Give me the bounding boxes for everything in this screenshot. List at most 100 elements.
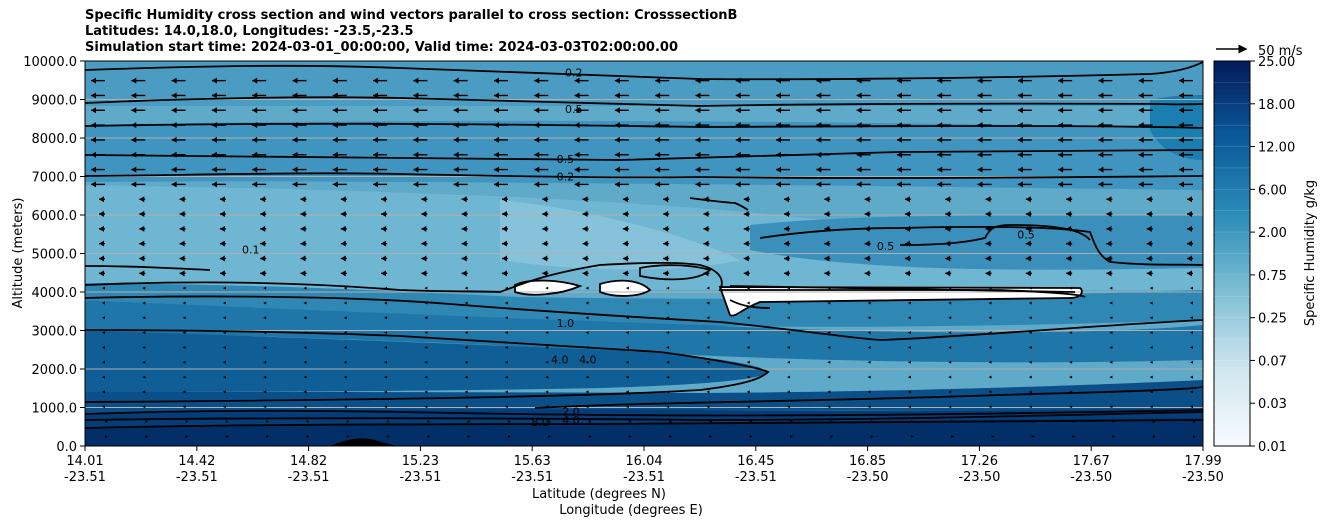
wind-vector-dot — [1028, 301, 1032, 305]
wind-vector-head — [1066, 211, 1072, 218]
wind-vector-dot — [504, 390, 508, 394]
wind-vector-head — [211, 122, 217, 129]
wind-vector-head — [1017, 122, 1023, 129]
wind-vector-head — [332, 107, 338, 114]
wind-vector-head — [864, 255, 870, 262]
wind-vector-dot — [266, 434, 270, 438]
y-tick-label: 4000.0 — [32, 286, 78, 301]
wind-vector-dot — [504, 316, 508, 320]
wind-vector-head — [300, 240, 306, 247]
wind-vector-head — [461, 196, 467, 203]
wind-vector-head — [1187, 255, 1192, 262]
wind-vector-dot — [222, 331, 226, 335]
wind-vector-dot — [787, 390, 791, 394]
wind-vector-head — [1098, 166, 1104, 173]
wind-vector-dot — [867, 360, 871, 364]
wind-vector-dot — [585, 375, 589, 379]
wind-vector-dot — [628, 434, 632, 438]
wind-vector-head — [99, 240, 104, 247]
wind-vector-head — [292, 166, 298, 173]
wind-vector-dot — [303, 390, 307, 394]
wind-vector-head — [695, 77, 701, 84]
wind-vector-head — [211, 92, 217, 99]
wind-vector-head — [340, 255, 346, 262]
wind-vector-head — [937, 92, 943, 99]
wind-vector-head — [91, 122, 96, 129]
wind-vector-dot — [222, 301, 226, 305]
wind-vector-head — [663, 240, 669, 247]
wind-vector-head — [1187, 225, 1192, 232]
wind-vector-dot — [142, 301, 146, 305]
wind-vector-dot — [142, 286, 146, 290]
wind-vector-dot — [102, 360, 105, 364]
wind-vector-dot — [1149, 345, 1153, 349]
wind-vector-head — [663, 270, 669, 277]
wind-vector-head — [824, 240, 830, 247]
wind-vector-head — [1179, 122, 1184, 129]
wind-vector-dot — [343, 375, 347, 379]
wind-vector-dot — [424, 301, 428, 305]
wind-vector-head — [695, 107, 701, 114]
wind-vector-head — [413, 77, 419, 84]
wind-vector-head — [1098, 77, 1104, 84]
wind-vector-dot — [991, 420, 995, 424]
wind-vector-head — [703, 240, 709, 247]
wind-vector-dot — [102, 375, 105, 379]
wind-vector-dot — [504, 345, 508, 349]
wind-vector-dot — [666, 360, 670, 364]
y-tick-label: 0.0 — [56, 440, 77, 455]
wind-vector-dot — [343, 301, 347, 305]
wind-vector-head — [373, 122, 379, 129]
wind-vector-dot — [907, 360, 911, 364]
wind-vector-head — [977, 181, 983, 188]
wind-vector-dot — [545, 375, 549, 379]
wind-vector-dot — [1109, 360, 1113, 364]
wind-vector-head — [985, 211, 991, 218]
wind-vector-dot — [1109, 301, 1113, 305]
wind-vector-head — [461, 255, 467, 262]
wind-vector-head — [260, 255, 266, 262]
wind-vector-head — [252, 77, 258, 84]
wind-vector-dot — [910, 434, 914, 438]
wind-vector-head — [1138, 122, 1144, 129]
wind-vector-head — [904, 211, 910, 218]
wind-vector-dot — [384, 286, 388, 290]
wind-vector-head — [131, 92, 137, 99]
wind-vector-dot — [105, 420, 108, 424]
x-tick-latitude: 16.85 — [849, 454, 886, 469]
wind-vector-head — [292, 77, 298, 84]
wind-vector-dot — [1149, 360, 1153, 364]
contour-label: 0.1 — [242, 244, 260, 257]
wind-vector-head — [373, 181, 379, 188]
wind-vector-dot — [625, 390, 629, 394]
wind-vector-head — [381, 225, 387, 232]
wind-vector-dot — [988, 375, 992, 379]
wind-vector-head — [252, 92, 258, 99]
wind-vector-head — [332, 136, 338, 143]
wind-vector-dot — [225, 434, 229, 438]
wind-vector-dot — [907, 301, 911, 305]
wind-vector-head — [655, 166, 661, 173]
wind-vector-head — [453, 122, 459, 129]
wind-vector-dot — [706, 390, 710, 394]
contour-lines — [85, 61, 1203, 429]
wind-vector-head — [896, 107, 902, 114]
y-tick-label: 5000.0 — [32, 248, 78, 263]
wind-vector-dot — [1109, 375, 1113, 379]
wind-vector-dot — [384, 360, 388, 364]
wind-vector-head — [663, 196, 669, 203]
wind-vector-head — [574, 122, 580, 129]
contour-label: 0.5 — [565, 103, 583, 116]
wind-vector-head — [1146, 211, 1152, 218]
wind-vector-dot — [827, 405, 831, 409]
wind-vector-head — [1187, 270, 1192, 277]
wind-vector-head — [373, 77, 379, 84]
wind-vector-head — [461, 225, 467, 232]
wind-vector-head — [743, 270, 749, 277]
wind-vector-dot — [424, 360, 428, 364]
wind-vector-head — [179, 255, 185, 262]
wind-vector-dot — [746, 345, 750, 349]
wind-vector-head — [904, 225, 910, 232]
wind-vector-head — [300, 270, 306, 277]
wind-vector-head — [1187, 211, 1192, 218]
